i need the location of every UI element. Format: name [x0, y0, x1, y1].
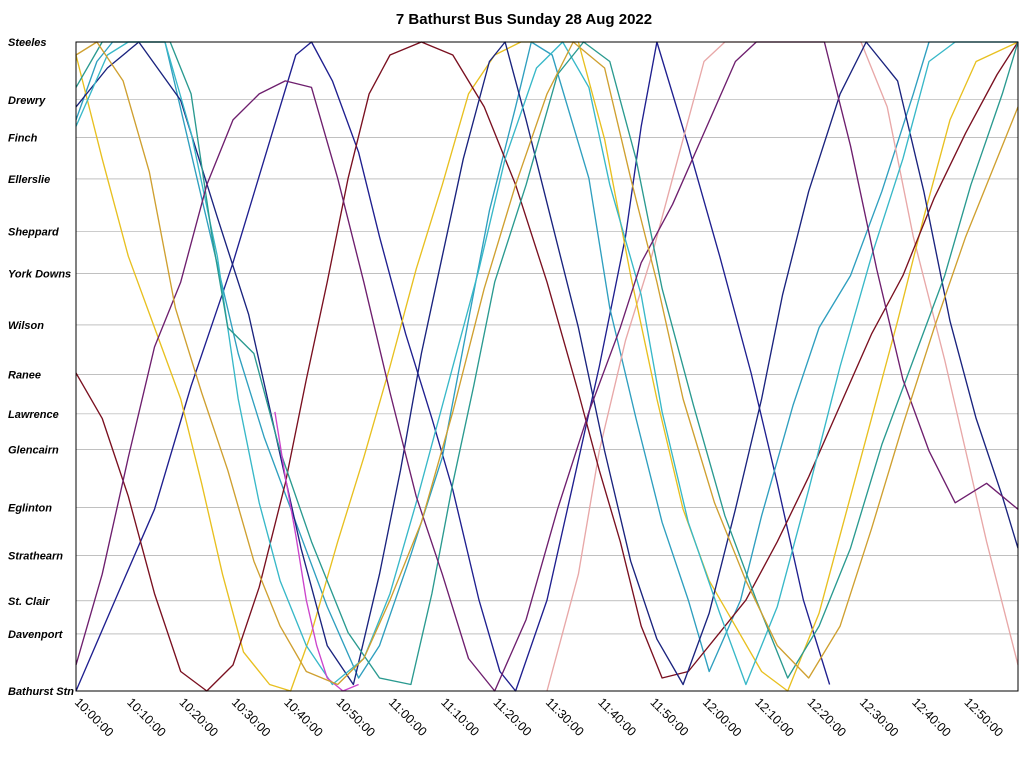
time-tick-label: 11:20:00 — [491, 695, 535, 739]
gridlines — [76, 41, 1018, 692]
trip-line-7 — [75, 41, 1018, 686]
trip-line-10 — [274, 411, 359, 692]
time-tick-label: 12:40:00 — [909, 695, 953, 739]
plot-area-frame — [75, 41, 1019, 692]
time-tick-label: 12:10:00 — [752, 695, 796, 739]
time-tick-label: 11:50:00 — [648, 695, 692, 739]
time-tick-label: 10:20:00 — [177, 695, 221, 739]
trip-line-1 — [75, 41, 831, 692]
time-tick-label: 10:40:00 — [281, 695, 325, 739]
trip-line-6 — [75, 41, 1019, 686]
trip-line-5 — [75, 41, 1019, 692]
stop-label: Strathearn — [8, 550, 63, 562]
stop-label: Sheppard — [8, 227, 59, 239]
time-tick-label: 12:00:00 — [700, 695, 744, 739]
stop-label: Bathurst Stn — [8, 686, 74, 698]
stop-label: Lawrence — [8, 409, 59, 421]
stop-label: St. Clair — [8, 596, 50, 608]
time-tick-label: 12:50:00 — [962, 695, 1006, 739]
time-tick-label: 11:10:00 — [438, 695, 482, 739]
time-tick-labels: 10:00:00 10:10:00 10:20:00 10:30:00 10:40:00… — [72, 695, 1006, 739]
trip-line-3 — [546, 41, 1019, 692]
stop-label: Glencairn — [8, 445, 59, 457]
time-tick-label: 10:00:00 — [72, 695, 116, 739]
time-tick-label: 10:30:00 — [229, 695, 273, 739]
stop-label: Wilson — [8, 320, 44, 332]
time-tick-label: 10:10:00 — [124, 695, 168, 739]
time-tick-label: 12:30:00 — [857, 695, 901, 739]
time-tick-label: 12:20:00 — [805, 695, 849, 739]
stop-label: Steeles — [8, 37, 47, 49]
stop-label: Ellerslie — [8, 174, 50, 186]
stop-label: Drewry — [8, 95, 46, 107]
stop-label: York Downs — [8, 269, 71, 281]
trip-lines — [75, 41, 1019, 692]
stop-label: Eglinton — [8, 502, 52, 514]
trip-line-2 — [75, 41, 1018, 679]
stop-labels: Steeles Drewry Finch Ellerslie Sheppard York … — [8, 37, 74, 698]
trip-line-8 — [75, 41, 1019, 686]
time-tick-label: 11:00:00 — [386, 695, 430, 739]
time-tick-label: 11:30:00 — [543, 695, 587, 739]
trip-line-9 — [75, 41, 1019, 692]
trip-line-4 — [75, 41, 1019, 692]
stop-label: Finch — [8, 132, 38, 144]
time-tick-label: 11:40:00 — [595, 695, 639, 739]
chart-title: 7 Bathurst Bus Sunday 28 Aug 2022 — [396, 11, 652, 28]
stop-label: Ranee — [8, 369, 41, 381]
stop-label: Davenport — [8, 629, 64, 641]
time-tick-label: 10:50:00 — [334, 695, 378, 739]
trip-line-11 — [75, 41, 1019, 686]
